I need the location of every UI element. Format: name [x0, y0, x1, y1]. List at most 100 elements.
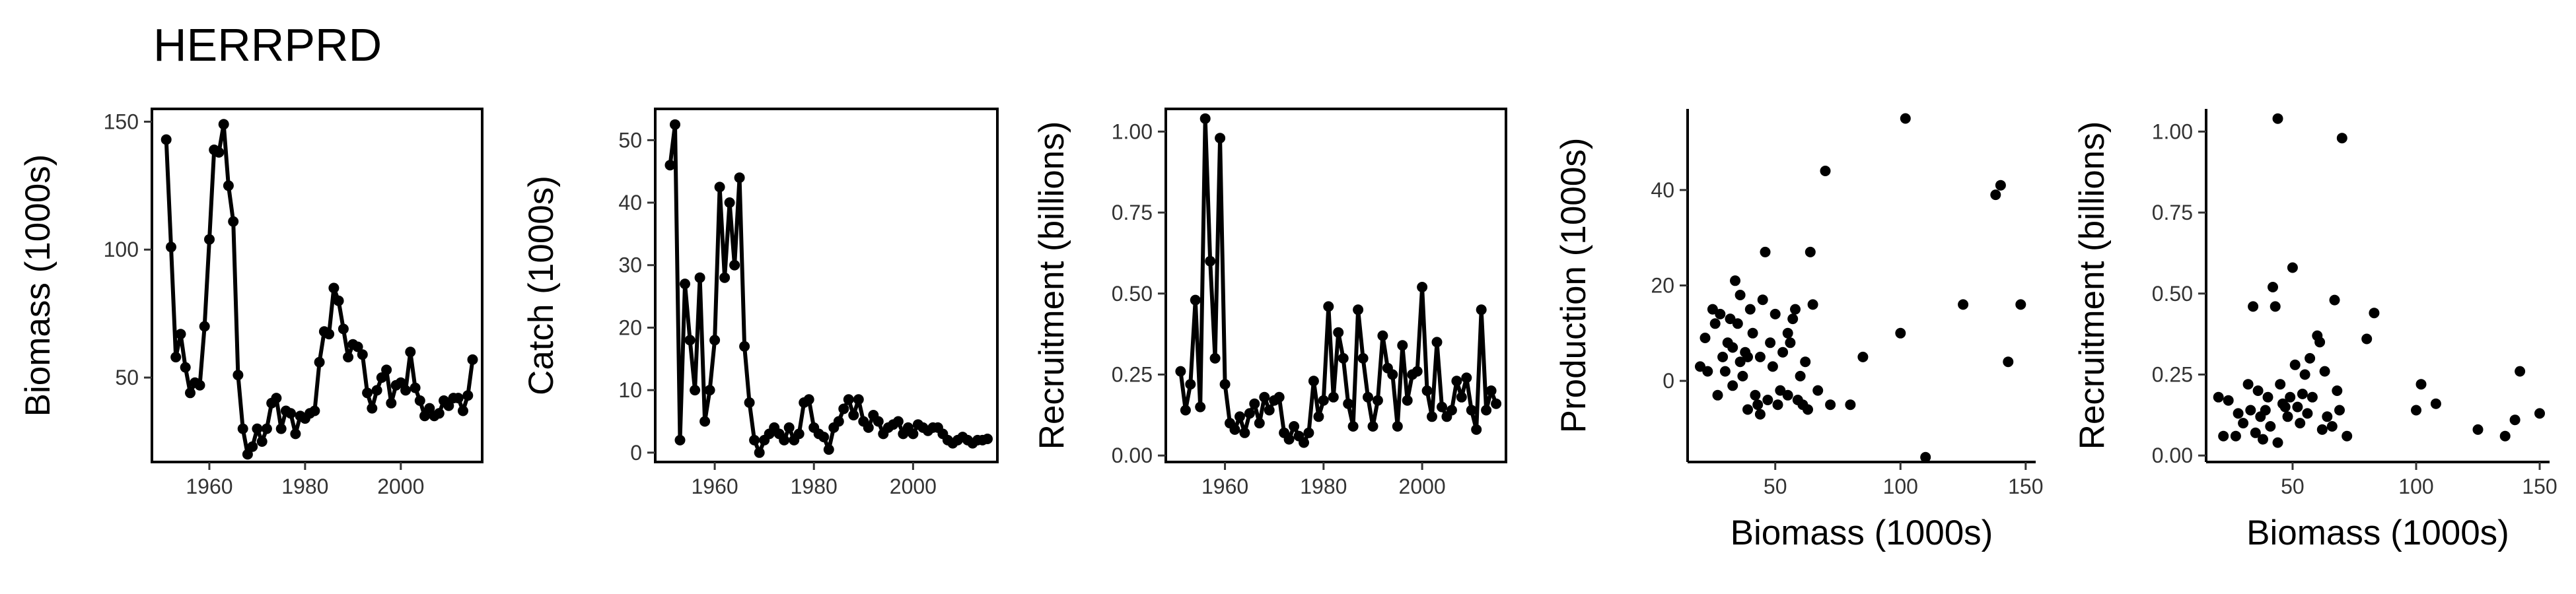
data-point: [314, 356, 325, 368]
data-point: [2270, 301, 2281, 312]
data-point: [2262, 391, 2273, 403]
data-point: [2272, 437, 2283, 448]
y-tick-label: 0.75: [1112, 201, 1153, 224]
data-point: [1732, 318, 1743, 329]
data-point: [199, 321, 210, 332]
data-point: [803, 394, 814, 405]
x-tick-label: 100: [1883, 475, 1918, 498]
data-point: [343, 352, 354, 363]
data-point: [242, 449, 253, 460]
data-point: [400, 385, 411, 396]
data-point: [1234, 411, 1245, 422]
data-point: [1807, 299, 1818, 310]
data-point: [2292, 401, 2303, 412]
data-point: [1702, 366, 1713, 377]
data-point: [1180, 405, 1191, 416]
data-point: [1707, 304, 1718, 315]
x-tick-label: 1960: [186, 475, 233, 498]
x-tick-label: 1960: [1201, 475, 1248, 498]
data-point: [1254, 418, 1265, 429]
data-point: [328, 282, 340, 294]
data-point: [2289, 359, 2301, 370]
data-point: [1476, 304, 1487, 315]
data-point: [1715, 308, 1726, 319]
data-point: [1719, 366, 1731, 377]
data-point: [290, 428, 301, 440]
y-tick-label: 1.00: [2152, 119, 2193, 143]
data-point: [1744, 304, 1756, 315]
data-point: [1397, 340, 1408, 351]
data-point: [275, 423, 287, 434]
data-point: [694, 272, 705, 283]
data-point: [433, 408, 445, 419]
data-point: [2245, 405, 2256, 416]
y-tick-label: 50: [115, 366, 139, 389]
y-tick-label: 0.25: [2152, 362, 2193, 386]
data-point: [1427, 411, 1437, 422]
data-point: [1372, 395, 1383, 406]
data-point: [1770, 308, 1781, 319]
data-point: [734, 172, 745, 183]
plot-frame: [151, 108, 483, 463]
data-point: [2515, 366, 2526, 377]
data-point: [352, 341, 363, 352]
data-point: [405, 346, 416, 358]
data-point: [458, 405, 468, 416]
data-point: [1485, 385, 1497, 396]
data-point: [2329, 294, 2340, 306]
data-point: [1205, 255, 1216, 267]
data-point: [2275, 379, 2286, 390]
data-point: [1735, 290, 1746, 300]
panel-biomass-timeseries: 50 100 150 1960 1980 2000 Biomass (1000s): [18, 108, 483, 498]
data-point: [2302, 408, 2313, 419]
data-point: [1775, 385, 1786, 396]
data-point: [783, 422, 795, 433]
data-point: [204, 234, 215, 245]
data-point: [1920, 451, 1931, 463]
data-point: [1199, 113, 1211, 124]
data-point: [1215, 133, 1226, 144]
data-point: [1762, 395, 1773, 405]
data-point: [1782, 327, 1793, 339]
data-point: [218, 119, 229, 130]
data-point: [1481, 405, 1492, 416]
data-point: [793, 428, 805, 440]
data-point: [2307, 391, 2318, 403]
data-point: [670, 119, 680, 130]
data-point: [2430, 398, 2441, 409]
panel-recruitment-vs-biomass: 0.00 0.25 0.50 0.75 1.00 50 100 150 Recruitment …: [2073, 109, 2558, 552]
data-point: [467, 354, 478, 365]
data-point: [376, 372, 387, 383]
data-point: [1190, 294, 1201, 306]
data-point: [1437, 401, 1447, 412]
data-point: [1805, 246, 1816, 257]
series-line: [1178, 116, 1498, 445]
data-point: [1466, 405, 1477, 416]
x-tick-label: 150: [2522, 475, 2557, 498]
data-point: [1303, 427, 1314, 438]
data-point: [2272, 113, 2283, 124]
data-point: [256, 436, 268, 447]
data-point: [462, 390, 474, 401]
data-point: [873, 416, 884, 427]
x-axis-title: Biomass (1000s): [1731, 513, 1993, 552]
data-point: [2230, 430, 2241, 442]
data-point: [2279, 401, 2291, 412]
data-point: [170, 352, 182, 363]
data-point: [1895, 327, 1906, 339]
x-tick-label: 150: [2008, 475, 2043, 498]
x-tick-label: 2000: [377, 475, 424, 498]
data-point: [1185, 379, 1196, 390]
data-point: [1283, 434, 1295, 445]
x-tick-label: 2000: [1399, 475, 1446, 498]
data-point: [324, 329, 335, 340]
data-point: [709, 335, 721, 346]
data-point: [1712, 389, 1723, 401]
y-tick-label: 0: [1663, 369, 1674, 393]
data-point: [823, 444, 834, 455]
data-point: [386, 397, 397, 409]
data-point: [1699, 333, 1711, 343]
data-point: [1787, 314, 1799, 325]
y-tick-label: 20: [1651, 274, 1674, 298]
y-axis-title: Recruitment (billions): [2073, 121, 2112, 450]
